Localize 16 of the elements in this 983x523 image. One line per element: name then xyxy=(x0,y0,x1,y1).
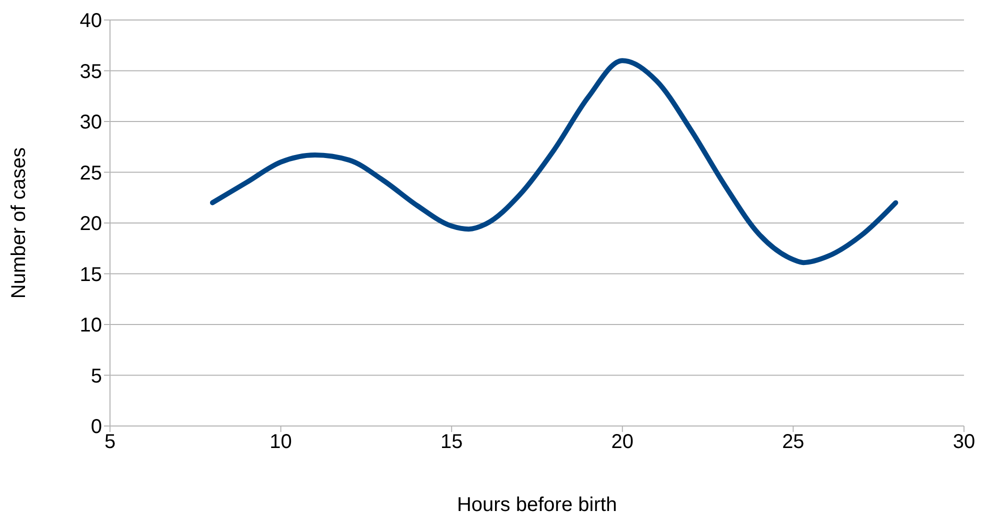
y-tick-label: 30 xyxy=(80,112,102,134)
x-tick-label: 10 xyxy=(270,431,292,454)
y-tick-label: 40 xyxy=(80,10,102,32)
x-tick-label: 30 xyxy=(952,431,976,454)
x-tick-label: 15 xyxy=(440,431,463,454)
y-tick-label: 25 xyxy=(80,162,102,184)
x-tick-label: 20 xyxy=(611,431,634,454)
y-tick-label: 5 xyxy=(90,365,102,388)
y-tick-label: 35 xyxy=(80,60,102,83)
y-tick-label: 10 xyxy=(80,314,102,337)
y-axis-title: Number of cases xyxy=(8,147,30,299)
x-axis-title: Hours before birth xyxy=(456,494,618,516)
y-tick-label: 15 xyxy=(80,264,102,286)
x-tick-label: 25 xyxy=(782,431,804,454)
y-tick-label: 0 xyxy=(90,416,102,438)
y-tick-label: 20 xyxy=(80,213,102,236)
